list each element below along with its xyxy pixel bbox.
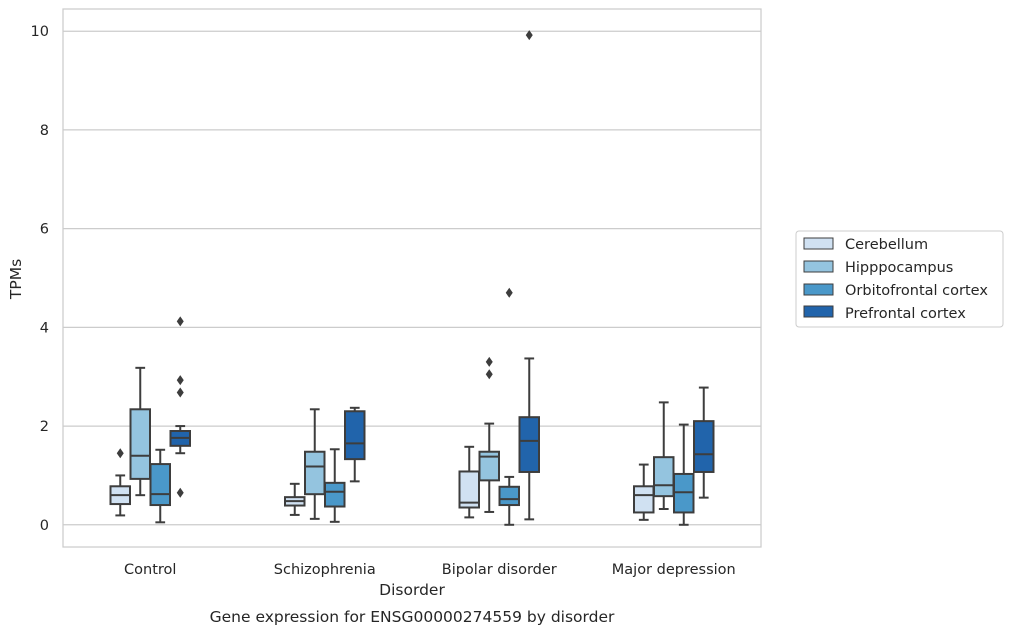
iqr-box xyxy=(129,408,151,480)
legend-label-prefrontal-cortex: Prefrontal cortex xyxy=(845,306,966,322)
legend-frame xyxy=(795,230,1004,328)
y-tick-label-2: 2 xyxy=(40,419,49,435)
chart-legend: Cerebellum Hipppocampus Orbitofrontal co… xyxy=(795,230,1004,328)
series-cerebellum xyxy=(109,445,655,521)
box-bipolar-disorder-orbitofrontal-cortex xyxy=(498,287,520,526)
y-axis-label: TPMs xyxy=(7,259,25,300)
x-axis-label: Disorder xyxy=(379,581,445,599)
x-tick-label-control: Control xyxy=(124,562,176,578)
outlier-point-0 xyxy=(505,287,513,298)
iqr-box xyxy=(324,481,346,508)
iqr-box xyxy=(304,450,326,496)
box-schizophrenia-cerebellum xyxy=(284,482,306,516)
legend-swatch-cerebellum xyxy=(803,237,834,250)
iqr-box xyxy=(149,463,171,507)
series-hipppocampus xyxy=(129,356,675,520)
chart-caption: Gene expression for ENSG00000274559 by d… xyxy=(210,608,615,626)
legend-item-hipppocampus: Hipppocampus xyxy=(803,260,953,276)
iqr-box xyxy=(693,420,715,473)
legend-label-hipppocampus: Hipppocampus xyxy=(845,260,953,276)
outlier-point-0 xyxy=(485,369,493,380)
outlier-point-2 xyxy=(176,375,184,386)
legend-swatch-prefrontal-cortex xyxy=(803,305,834,318)
x-tick-label-bipolar-disorder: Bipolar disorder xyxy=(442,562,557,578)
box-schizophrenia-prefrontal-cortex xyxy=(344,406,366,483)
outlier-point-0 xyxy=(116,448,124,459)
box-bipolar-disorder-prefrontal-cortex xyxy=(518,30,540,521)
outlier-point-1 xyxy=(485,356,493,367)
series-prefrontal-cortex xyxy=(169,30,715,521)
y-tick-label-4: 4 xyxy=(40,320,49,336)
box-bipolar-disorder-cerebellum xyxy=(458,445,480,519)
grid-lines xyxy=(63,30,761,526)
outlier-point-0 xyxy=(525,30,533,41)
box-control-orbitofrontal-cortex xyxy=(149,448,171,524)
iqr-box xyxy=(478,450,500,482)
x-tick-label-major-depression: Major depression xyxy=(612,562,736,578)
iqr-box xyxy=(498,485,520,507)
outlier-point-1 xyxy=(176,387,184,398)
outlier-point-3 xyxy=(176,316,184,327)
plot-area-frame xyxy=(62,8,762,548)
x-tick-label-schizophrenia: Schizophrenia xyxy=(274,562,376,578)
iqr-box xyxy=(458,470,480,509)
box-major-depression-hipppocampus xyxy=(653,401,675,510)
legend-swatch-hipppocampus xyxy=(803,260,834,273)
legend-item-prefrontal-cortex: Prefrontal cortex xyxy=(803,305,966,322)
y-axis-ticks: 0 2 4 6 8 10 xyxy=(31,24,49,534)
legend-label-orbitofrontal-cortex: Orbitofrontal cortex xyxy=(845,283,988,299)
box-major-depression-cerebellum xyxy=(633,463,655,521)
legend-item-cerebellum: Cerebellum xyxy=(803,237,928,253)
outlier-point-0 xyxy=(176,487,184,498)
series-orbitofrontal-cortex xyxy=(149,287,695,526)
box-bipolar-disorder-hipppocampus xyxy=(478,356,500,513)
iqr-box xyxy=(653,456,675,498)
iqr-box xyxy=(344,410,366,461)
box-schizophrenia-hipppocampus xyxy=(304,408,326,520)
x-axis-ticks: Control Schizophrenia Bipolar disorder Majo… xyxy=(124,562,736,578)
iqr-box xyxy=(633,485,655,514)
box-schizophrenia-orbitofrontal-cortex xyxy=(324,448,346,523)
box-control-prefrontal-cortex xyxy=(169,316,191,498)
iqr-box xyxy=(518,416,540,473)
box-series-group xyxy=(109,30,715,526)
legend-item-orbitofrontal-cortex: Orbitofrontal cortex xyxy=(803,283,988,299)
legend-swatch-orbitofrontal-cortex xyxy=(803,283,834,296)
y-tick-label-6: 6 xyxy=(40,222,49,238)
legend-label-cerebellum: Cerebellum xyxy=(845,237,928,253)
y-tick-label-10: 10 xyxy=(31,24,49,40)
box-control-hipppocampus xyxy=(129,366,151,497)
box-major-depression-orbitofrontal-cortex xyxy=(673,423,695,526)
box-control-cerebellum xyxy=(109,448,131,517)
y-tick-label-0: 0 xyxy=(40,518,49,534)
y-tick-label-8: 8 xyxy=(40,123,49,139)
box-major-depression-prefrontal-cortex xyxy=(693,386,715,499)
